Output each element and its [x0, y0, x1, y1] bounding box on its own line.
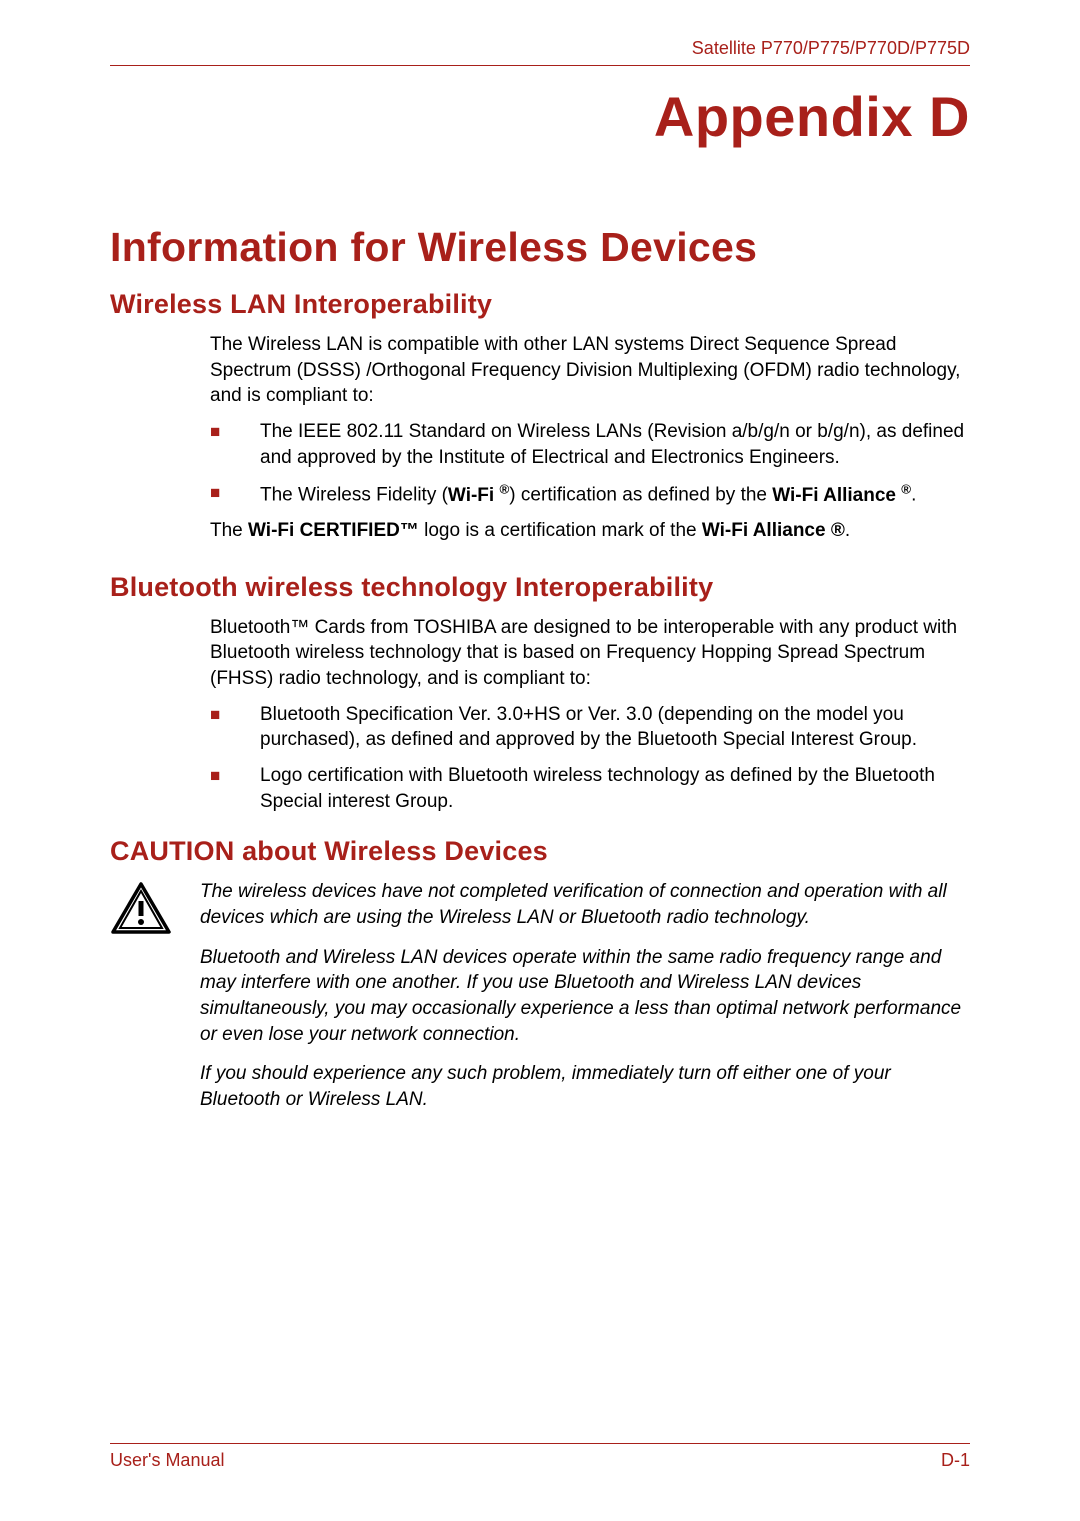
wlan-bullet-list: The IEEE 802.11 Standard on Wireless LAN…	[210, 419, 970, 508]
bold-text: Wi-Fi Alliance ®	[702, 520, 845, 541]
section-title-bluetooth: Bluetooth wireless technology Interopera…	[110, 572, 970, 603]
page-header-model: Satellite P770/P775/P770D/P775D	[110, 38, 970, 66]
caution-text-wrap: The wireless devices have not completed …	[200, 879, 970, 1126]
section-title-caution: CAUTION about Wireless Devices	[110, 836, 970, 867]
bt-bullet-list: Bluetooth Specification Ver. 3.0+HS or V…	[210, 702, 970, 815]
registered-mark: ®	[901, 481, 911, 496]
bold-text: Wi-Fi Alliance ®	[772, 485, 911, 506]
bt-intro-text: Bluetooth™ Cards from TOSHIBA are design…	[210, 615, 970, 692]
wlan-intro-text: The Wireless LAN is compatible with othe…	[210, 332, 970, 409]
list-item: The IEEE 802.11 Standard on Wireless LAN…	[210, 419, 970, 470]
text-span: The Wireless Fidelity (	[260, 485, 448, 506]
caution-paragraph: The wireless devices have not completed …	[200, 879, 970, 930]
bold-text: Wi-Fi CERTIFIED™	[248, 520, 419, 541]
caution-block: The wireless devices have not completed …	[110, 879, 970, 1126]
registered-mark: ®	[499, 481, 509, 496]
list-item: Logo certification with Bluetooth wirele…	[210, 763, 970, 814]
text-span: The	[210, 520, 248, 541]
list-item: The Wireless Fidelity (Wi-Fi ®) certific…	[210, 480, 970, 508]
main-title: Information for Wireless Devices	[110, 224, 970, 271]
bold-text: Wi-Fi ®	[448, 485, 509, 506]
text-span: ) certification as defined by the	[509, 485, 772, 506]
page-footer: User's Manual D-1	[110, 1443, 970, 1471]
text-span: .	[911, 485, 916, 506]
section-title-wlan: Wireless LAN Interoperability	[110, 289, 970, 320]
footer-right: D-1	[941, 1450, 970, 1471]
text-span: Wi-Fi Alliance	[772, 485, 901, 506]
list-item: Bluetooth Specification Ver. 3.0+HS or V…	[210, 702, 970, 753]
appendix-title: Appendix D	[110, 84, 970, 149]
text-span: Wi-Fi	[448, 485, 500, 506]
caution-paragraph: Bluetooth and Wireless LAN devices opera…	[200, 945, 970, 1048]
text-span: logo is a certification mark of the	[419, 520, 702, 541]
caution-paragraph: If you should experience any such proble…	[200, 1061, 970, 1112]
warning-triangle-icon	[110, 881, 172, 940]
footer-left: User's Manual	[110, 1450, 224, 1471]
wlan-outro-text: The Wi-Fi CERTIFIED™ logo is a certifica…	[210, 518, 970, 544]
text-span: .	[845, 520, 850, 541]
